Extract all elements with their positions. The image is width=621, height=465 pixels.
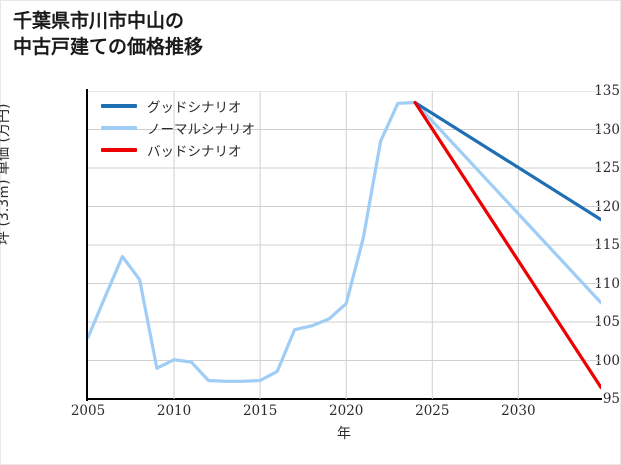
x-axis-tick-label: 2025: [415, 403, 450, 419]
x-axis-label: 年: [337, 426, 351, 442]
chart-title: 千葉県市川市中山の 中古戸建ての価格推移: [13, 10, 204, 58]
y-axis-tick-label: 130: [594, 121, 620, 138]
x-axis-tick-label: 2005: [70, 403, 106, 419]
y-axis-tick-label: 95: [602, 391, 620, 407]
plot-svg: [88, 91, 601, 399]
y-axis-tick-label: 100: [594, 352, 620, 369]
y-axis-tick-label: 105: [594, 314, 620, 330]
legend-color-swatch: [101, 148, 137, 152]
series-line: [88, 100, 601, 383]
legend-item-label: グッドシナリオ: [147, 100, 242, 116]
y-axis-tick-label: 120: [594, 198, 620, 215]
series-line: [413, 100, 601, 390]
x-axis-spine: [86, 398, 602, 400]
x-axis-tick-label: 2010: [156, 403, 192, 419]
x-axis-tick-label: 2020: [329, 403, 364, 419]
y-axis-tick-label: 115: [594, 237, 620, 253]
x-axis-tick-label: 2030: [501, 403, 536, 419]
legend-item: グッドシナリオ: [101, 95, 255, 117]
y-axis-label: 坪 (3.3㎡) 単価 (万円): [0, 103, 12, 245]
legend-item-label: バッドシナリオ: [147, 144, 242, 160]
legend-item-label: ノーマルシナリオ: [147, 122, 255, 138]
x-axis-tick-label: 2015: [242, 403, 278, 419]
y-axis-tick-label: 135: [594, 83, 620, 99]
legend-item: ノーマルシナリオ: [101, 117, 255, 139]
legend-color-swatch: [101, 104, 137, 108]
gridlines: [88, 91, 601, 399]
y-axis-tick-label: 110: [594, 275, 620, 292]
legend-item: バッドシナリオ: [101, 139, 255, 161]
series-line: [413, 100, 601, 222]
chart-legend: グッドシナリオ ノーマルシナリオ バッドシナリオ: [97, 93, 259, 163]
legend-color-swatch: [101, 126, 137, 130]
y-axis-spine: [86, 89, 88, 401]
series-lines: [88, 100, 601, 390]
plot-area: [88, 91, 601, 399]
y-axis-tick-label: 125: [594, 160, 620, 176]
